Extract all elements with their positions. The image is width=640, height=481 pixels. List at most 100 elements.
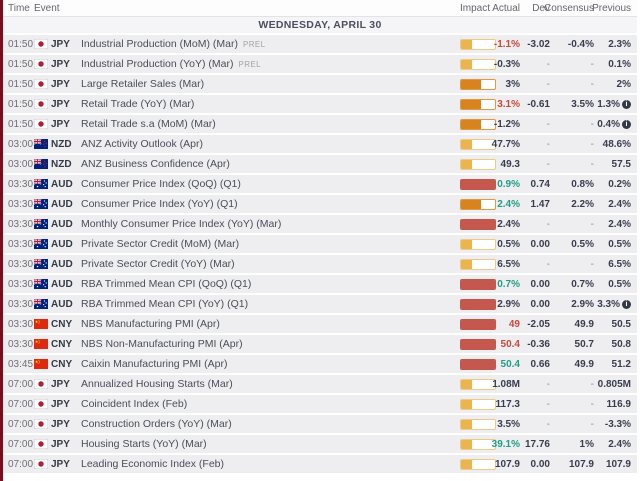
flag-icon-jpy [34,59,51,69]
time-cell: 01:50 [8,38,34,50]
dev-cell: - [546,258,550,270]
impact-cell [460,158,498,170]
info-icon[interactable] [622,119,631,129]
event-row[interactable]: 03:30 AUD Consumer Price Index (QoQ) (Q1… [3,175,637,193]
flag-icon-cny [34,339,51,349]
event-row[interactable]: 03:30 AUD Private Sector Credit (MoM) (M… [3,235,637,253]
event-row[interactable]: 01:50 JPY Industrial Production (MoM) (M… [3,35,637,53]
consensus-cell: -0.4% [567,38,594,50]
column-header-impact: Impact [460,2,491,14]
event-cell: Caixin Manufacturing PMI (Apr) [81,358,460,370]
currency-code: AUD [51,198,73,210]
previous-cell: 0.5% [594,239,637,250]
event-row[interactable]: 03:30 CNY NBS Non-Manufacturing PMI (Apr… [3,335,637,353]
calendar-content: Time Event Impact Actual Dev Consensus P… [3,0,637,473]
actual-cell: 107.9 [494,458,520,470]
time-cell: 01:50 [8,98,34,110]
previous-cell: -3.3% [594,419,637,430]
event-title: Construction Orders (YoY) (Mar) [81,418,232,430]
event-row[interactable]: 03:30 CNY NBS Manufacturing PMI (Apr) 49… [3,315,637,333]
previous-value: 116.9 [606,398,631,410]
impact-cell [460,238,498,250]
event-cell: Private Sector Credit (YoY) (Mar) [81,258,460,270]
flag-icon-jpy [34,379,51,389]
column-header-time: Time [8,2,30,14]
event-title: RBA Trimmed Mean CPI (YoY) (Q1) [81,298,249,310]
impact-cell [460,218,498,230]
info-icon[interactable] [622,99,631,109]
currency-code: AUD [51,178,73,190]
dev-cell: - [546,398,550,410]
actual-cell: 50.4 [500,338,520,350]
previous-cell: 57.5 [594,159,637,170]
event-row[interactable]: 03:00 NZD ANZ Activity Outlook (Apr) 47.… [3,135,637,153]
event-row[interactable]: 01:50 JPY Large Retailer Sales (Mar) 3% … [3,75,637,93]
event-row[interactable]: 03:30 AUD Private Sector Credit (YoY) (M… [3,255,637,273]
time-cell: 07:00 [8,418,34,430]
previous-cell: 0.2% [594,179,637,190]
impact-bar [460,258,496,270]
actual-cell: 0.5% [497,238,520,250]
event-row[interactable]: 03:30 AUD Consumer Price Index (YoY) (Q1… [3,195,637,213]
actual-cell: 3.5% [497,418,520,430]
previous-value: 0.5% [608,238,631,250]
event-title: Annualized Housing Starts (Mar) [81,378,233,390]
previous-cell: 2.4% [594,219,637,230]
consensus-cell: 50.7 [574,338,594,350]
event-row[interactable]: 07:00 JPY Housing Starts (YoY) (Mar) 39.… [3,435,637,453]
impact-bar [460,198,496,210]
event-row[interactable]: 07:00 JPY Construction Orders (YoY) (Mar… [3,415,637,433]
info-icon[interactable] [622,299,631,309]
flag-icon-aud [34,219,51,229]
event-row[interactable]: 01:50 JPY Retail Trade s.a (MoM) (Mar) -… [3,115,637,133]
consensus-cell: 2.9% [571,298,594,310]
previous-value: 50.8 [611,338,631,350]
time-cell: 03:30 [8,178,34,190]
event-row[interactable]: 07:00 JPY Leading Economic Index (Feb) 1… [3,455,637,473]
event-row[interactable]: 03:30 AUD RBA Trimmed Mean CPI (QoQ) (Q1… [3,275,637,293]
impact-bar [460,298,496,310]
time-cell: 01:50 [8,58,34,70]
dev-cell: -2.05 [527,318,550,330]
event-cell: Large Retailer Sales (Mar) [81,78,460,90]
impact-bar [460,158,496,170]
event-cell: Housing Starts (YoY) (Mar) [81,438,460,450]
time-cell: 07:00 [8,378,34,390]
flag-icon-jpy [34,79,51,89]
previous-value: 2% [616,78,631,90]
event-row[interactable]: 01:50 JPY Industrial Production (YoY) (M… [3,55,637,73]
impact-cell [460,178,498,190]
previous-cell: 1.3% [594,99,637,110]
event-cell: ANZ Business Confidence (Apr) [81,158,460,170]
event-cell: RBA Trimmed Mean CPI (YoY) (Q1) [81,298,460,310]
event-row[interactable]: 01:50 JPY Retail Trade (YoY) (Mar) 3.1% … [3,95,637,113]
dev-cell: -0.61 [527,98,550,110]
dev-cell: 17.76 [524,438,550,450]
currency-code: AUD [51,278,73,290]
dev-cell: - [546,158,550,170]
event-row[interactable]: 07:00 JPY Coincident Index (Feb) 117.3 -… [3,395,637,413]
event-row[interactable]: 07:00 JPY Annualized Housing Starts (Mar… [3,375,637,393]
impact-cell [460,198,498,210]
column-header-dev: Dev [532,2,550,14]
flag-icon-cny [34,319,51,329]
actual-cell: 0.9% [497,178,520,190]
dev-cell: -0.36 [527,338,550,350]
event-row[interactable]: 03:30 AUD Monthly Consumer Price Index (… [3,215,637,233]
previous-value: 2.4% [608,438,631,450]
time-cell: 01:50 [8,78,34,90]
dev-cell: -3.02 [527,38,550,50]
event-row[interactable]: 03:30 AUD RBA Trimmed Mean CPI (YoY) (Q1… [3,295,637,313]
currency-code: CNY [51,318,73,330]
dev-cell: - [546,138,550,150]
event-row[interactable]: 03:45 CNY Caixin Manufacturing PMI (Apr)… [3,355,637,373]
actual-cell: 2.4% [497,218,520,230]
impact-bar [460,318,496,330]
event-title: NBS Manufacturing PMI (Apr) [81,318,220,330]
actual-cell: 49 [508,318,520,330]
event-row[interactable]: 03:00 NZD ANZ Business Confidence (Apr) … [3,155,637,173]
time-cell: 07:00 [8,438,34,450]
event-cell: Industrial Production (YoY) (Mar) PREL [81,58,460,70]
actual-cell: -1.1% [493,38,520,50]
